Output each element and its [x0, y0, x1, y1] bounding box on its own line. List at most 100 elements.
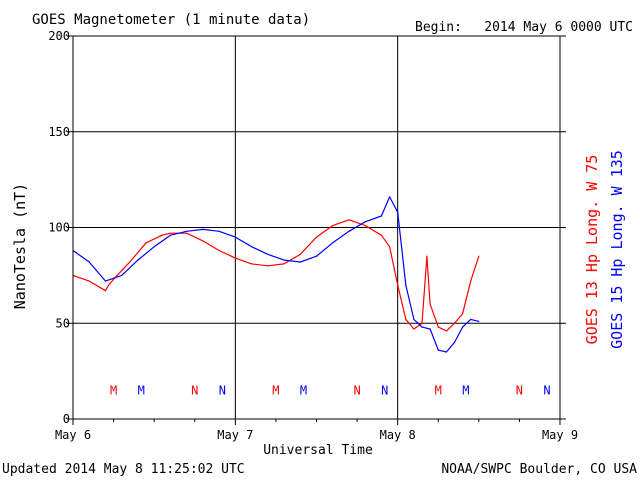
data-point [108, 284, 110, 286]
data-point [129, 261, 131, 263]
data-point [315, 255, 318, 257]
data-point [332, 225, 334, 227]
data-point [462, 313, 464, 315]
credit-text: NOAA/SWPC Boulder, CO USA [441, 462, 637, 477]
data-point [478, 320, 480, 322]
x-axis-label: Universal Time [263, 443, 373, 458]
updated-timestamp: Updated 2014 May 8 11:25:02 UTC [2, 462, 245, 477]
y-tick-label: 150 [48, 125, 70, 139]
data-point [121, 274, 123, 276]
data-point [364, 221, 366, 223]
data-point [104, 290, 107, 292]
data-point [462, 326, 464, 328]
data-point [437, 349, 439, 351]
data-point [234, 257, 236, 259]
marker-n: N [219, 383, 226, 397]
data-point [405, 318, 407, 320]
data-point [413, 318, 415, 320]
data-point [397, 284, 399, 286]
chart-title: GOES Magnetometer (1 minute data) [32, 12, 310, 28]
data-point [169, 232, 171, 234]
grid [73, 36, 560, 419]
data-point [380, 215, 382, 217]
data-point [397, 211, 399, 213]
marker-n: N [543, 383, 550, 397]
data-point [389, 196, 391, 198]
data-point [478, 255, 480, 257]
data-point [429, 328, 431, 330]
data-point [453, 341, 456, 343]
data-point [421, 322, 423, 324]
legend: GOES 13 Hp Long. W 75 GOES 15 Hp Long. W … [583, 150, 626, 349]
data-point [470, 280, 472, 282]
data-point [186, 230, 188, 232]
x-tick-label: May 9 [542, 428, 578, 442]
data-point [348, 230, 350, 232]
data-point [267, 253, 269, 255]
data-point [145, 242, 147, 244]
data-point [137, 259, 139, 261]
data-point [251, 246, 253, 248]
data-point [429, 303, 431, 305]
x-tick-label: May 6 [55, 428, 91, 442]
data-point [421, 326, 423, 328]
marker-n: N [353, 383, 360, 397]
begin-label: Begin: [415, 20, 462, 35]
data-point [364, 225, 366, 227]
data-point [88, 280, 90, 282]
marker-n: N [516, 383, 523, 397]
marker-m: M [272, 383, 279, 397]
data-point [283, 263, 285, 265]
data-point [299, 253, 301, 255]
data-point [332, 242, 334, 244]
legend-entry-goes13: GOES 13 Hp Long. W 75 [583, 155, 601, 345]
y-tick-label: 200 [48, 29, 70, 43]
data-point [218, 249, 220, 252]
data-point [202, 228, 204, 230]
marker-m: M [462, 383, 469, 397]
data-point [218, 230, 220, 232]
marker-m: M [300, 383, 307, 397]
data-point [348, 219, 350, 221]
data-point [169, 234, 171, 236]
data-point [283, 259, 285, 261]
y-tick-label: 100 [48, 221, 70, 235]
y-tick-label: 50 [56, 316, 70, 330]
y-axis-label: NanoTesla (nT) [11, 183, 29, 309]
data-point [470, 318, 472, 320]
data-point [186, 232, 188, 234]
data-point [88, 261, 90, 263]
data-point [202, 240, 204, 242]
legend-entry-goes15: GOES 15 Hp Long. W 135 [608, 150, 626, 349]
axis-ticks: 0 50 100 150 200 May 6 May 7 May 8 May 9 [48, 29, 578, 442]
y-tick-label: 0 [63, 412, 70, 426]
data-point [437, 326, 439, 328]
x-tick-label: May 7 [217, 428, 253, 442]
data-point [234, 236, 236, 238]
data-point [445, 330, 447, 332]
data-point [315, 236, 318, 238]
data-point [426, 255, 428, 257]
data-point [104, 280, 107, 282]
data-point [153, 246, 155, 248]
begin-value: 2014 May 6 0000 UTC [484, 20, 633, 35]
marker-m: M [435, 383, 442, 397]
data-point [161, 234, 163, 236]
marker-n: N [381, 383, 388, 397]
data-point [445, 351, 447, 353]
series-lines [72, 196, 480, 353]
series-line-goes13 [72, 219, 480, 332]
series-line-goes15 [72, 196, 479, 353]
marker-m: M [110, 383, 117, 397]
data-point [380, 234, 382, 236]
data-point [405, 284, 407, 286]
data-point [299, 261, 301, 263]
x-tick-label: May 8 [380, 428, 416, 442]
data-point [413, 328, 415, 330]
data-point [453, 322, 456, 324]
data-point [389, 246, 391, 248]
data-point [251, 263, 253, 265]
